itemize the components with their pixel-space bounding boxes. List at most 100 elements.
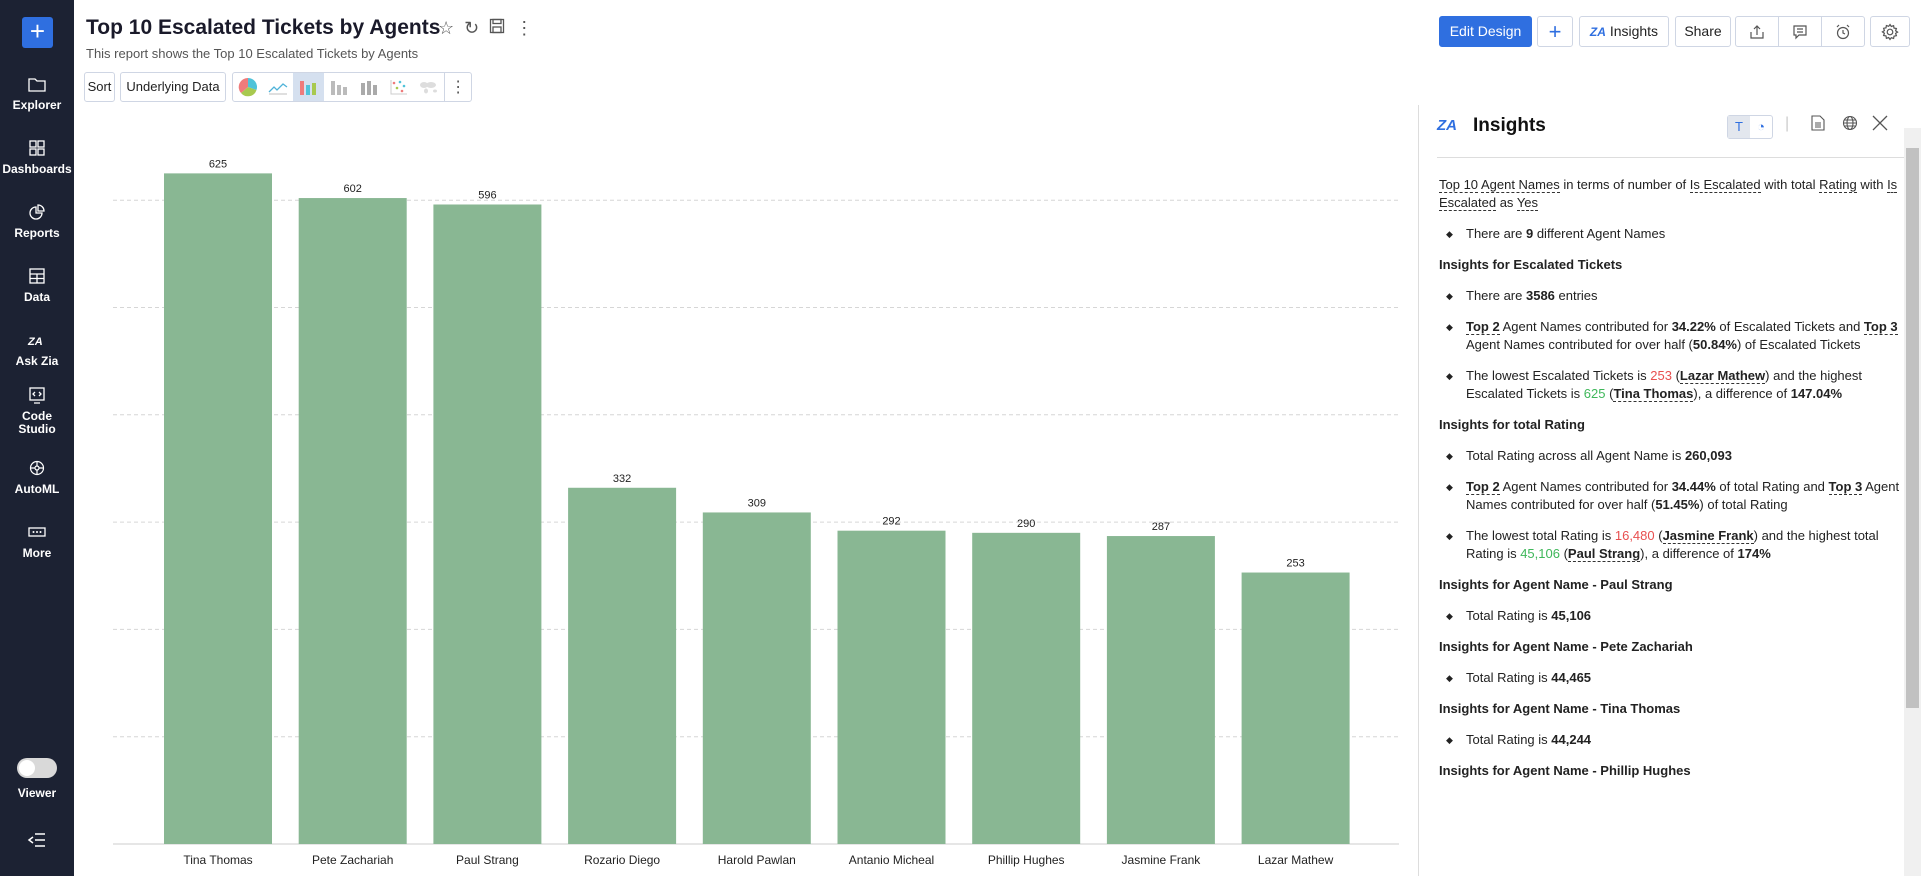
insight-value: 50.84% <box>1692 337 1737 352</box>
comment-icon[interactable] <box>1779 17 1822 46</box>
insight-text: ( <box>1654 528 1663 543</box>
insight-text: There are <box>1466 288 1526 303</box>
sidebar-item-ask-zia[interactable]: ZA Ask Zia <box>0 330 74 368</box>
bar[interactable] <box>1241 572 1350 844</box>
insight-link[interactable]: Lazar Mathew <box>1679 368 1766 384</box>
insight-heading: Insights for Agent Name - Tina Thomas <box>1439 700 1901 718</box>
edit-design-button[interactable]: Edit Design <box>1439 16 1532 47</box>
globe-icon[interactable] <box>1842 115 1858 136</box>
sidebar-item-code-studio[interactable]: Code Studio <box>0 386 74 436</box>
bar[interactable] <box>972 532 1081 844</box>
more-options-icon[interactable]: ⋮ <box>515 18 534 38</box>
document-icon[interactable] <box>1811 115 1825 136</box>
refresh-icon[interactable]: ↻ <box>464 18 480 38</box>
sort-button[interactable]: Sort <box>84 72 115 102</box>
insight-text: ) of total Rating <box>1699 497 1788 512</box>
bar[interactable] <box>433 204 542 844</box>
insight-link[interactable]: Agent Names <box>1480 177 1560 193</box>
x-tick-label: Jasmine Frank <box>1122 853 1202 867</box>
star-icon[interactable]: ☆ <box>438 18 455 38</box>
insights-panel: ZA Insights T ◔ | Top 10 Agent Names in … <box>1418 105 1924 876</box>
insight-list: There are 3586 entries Top 2 Agent Names … <box>1439 287 1901 403</box>
export-icon[interactable] <box>1736 17 1779 46</box>
insight-link[interactable]: Top 2 <box>1466 319 1500 335</box>
insight-text: different Agent Names <box>1533 226 1666 241</box>
insights-button[interactable]: ZA Insights <box>1579 16 1669 47</box>
report-title: Top 10 Escalated Tickets by Agents <box>86 16 441 39</box>
chart-view-icon[interactable]: ◔ <box>1757 119 1765 134</box>
sidebar-item-explorer[interactable]: Explorer <box>0 74 74 112</box>
insight-link[interactable]: Top 2 <box>1466 479 1500 495</box>
alarm-icon[interactable] <box>1822 17 1864 46</box>
close-icon[interactable] <box>1872 115 1888 136</box>
sidebar: + Explorer Dashboards Reports Data ZA Ask Zia… <box>0 0 74 876</box>
scrollbar-thumb[interactable] <box>1906 148 1919 708</box>
scatter-icon[interactable] <box>384 73 414 101</box>
insight-value: 174% <box>1737 546 1771 561</box>
divider: | <box>1785 115 1790 132</box>
insight-link[interactable]: Tina Thomas <box>1613 386 1694 402</box>
sidebar-item-data[interactable]: Data <box>0 266 74 304</box>
insight-text: 625 <box>1583 386 1606 401</box>
scrollbar[interactable] <box>1904 128 1921 876</box>
collapse-sidebar-icon[interactable] <box>27 832 47 848</box>
insight-text: in terms of number of <box>1559 177 1690 192</box>
insight-text: 253 <box>1650 368 1672 383</box>
line-chart-icon[interactable] <box>263 73 293 101</box>
stacked-bar-icon[interactable] <box>324 73 354 101</box>
sidebar-item-more[interactable]: More <box>0 522 74 560</box>
insight-link[interactable]: Yes <box>1516 195 1539 211</box>
settings-icon[interactable] <box>1870 16 1910 47</box>
insight-link[interactable]: Top 3 <box>1828 479 1863 495</box>
share-button[interactable]: Share <box>1675 16 1731 47</box>
data-label: 625 <box>209 158 227 170</box>
insight-text: entries <box>1554 288 1598 303</box>
sidebar-item-label: Explorer <box>12 98 62 112</box>
bar[interactable] <box>1106 536 1215 844</box>
chart-type-selector: ⋮ <box>232 72 472 102</box>
bar[interactable] <box>702 512 811 844</box>
insight-text: There are <box>1466 226 1526 241</box>
add-button[interactable]: + <box>1537 16 1573 47</box>
text-view-icon[interactable]: T <box>1728 116 1750 138</box>
insight-item: The lowest Escalated Tickets is 253 (Laz… <box>1439 367 1901 403</box>
insight-link[interactable]: Top 10 <box>1439 177 1479 193</box>
bar[interactable] <box>837 530 946 844</box>
insight-text: of Escalated Tickets and <box>1715 319 1864 334</box>
insight-list: There are 9 different Agent Names <box>1439 225 1901 243</box>
bar-chart-icon[interactable] <box>293 73 324 101</box>
chart-more-icon[interactable]: ⋮ <box>444 73 471 101</box>
save-icon[interactable] <box>489 18 505 39</box>
insight-link[interactable]: Is Escalated <box>1439 177 1898 211</box>
data-label: 602 <box>344 183 362 195</box>
insight-value: 44,465 <box>1551 670 1592 685</box>
map-icon[interactable] <box>414 73 444 101</box>
insight-item: There are 3586 entries <box>1439 287 1901 305</box>
sidebar-item-reports[interactable]: Reports <box>0 202 74 240</box>
grouped-bar-icon[interactable] <box>354 73 384 101</box>
create-new-button[interactable]: + <box>22 17 53 48</box>
data-label: 596 <box>478 189 496 201</box>
insight-link[interactable]: Is Escalated <box>1689 177 1761 193</box>
bar[interactable] <box>164 173 272 844</box>
viewer-toggle[interactable] <box>17 758 57 778</box>
action-group <box>1735 16 1865 47</box>
sidebar-item-dashboards[interactable]: Dashboards <box>0 138 74 176</box>
insight-item: Total Rating is 44,244 <box>1439 731 1901 749</box>
insight-text: Agent Names contributed for over half ( <box>1466 479 1900 512</box>
pie-chart-icon[interactable] <box>233 73 263 101</box>
insight-link[interactable]: Top 3 <box>1863 319 1898 335</box>
insight-item: There are 9 different Agent Names <box>1439 225 1901 243</box>
insight-text: Agent Names contributed for over half ( <box>1466 337 1693 352</box>
sidebar-item-automl[interactable]: AutoML <box>0 458 74 496</box>
sidebar-item-label: Reports <box>14 226 60 240</box>
insight-link[interactable]: Rating <box>1819 177 1857 193</box>
data-label: 287 <box>1152 521 1170 533</box>
bar[interactable] <box>298 198 407 844</box>
insights-content: Top 10 Agent Names in terms of number of… <box>1439 176 1901 793</box>
insight-link[interactable]: Paul Strang <box>1567 546 1641 562</box>
insight-link[interactable]: Jasmine Frank <box>1662 528 1754 544</box>
insight-text: ( <box>1605 386 1614 401</box>
underlying-data-button[interactable]: Underlying Data <box>120 72 226 102</box>
bar[interactable] <box>568 487 677 844</box>
